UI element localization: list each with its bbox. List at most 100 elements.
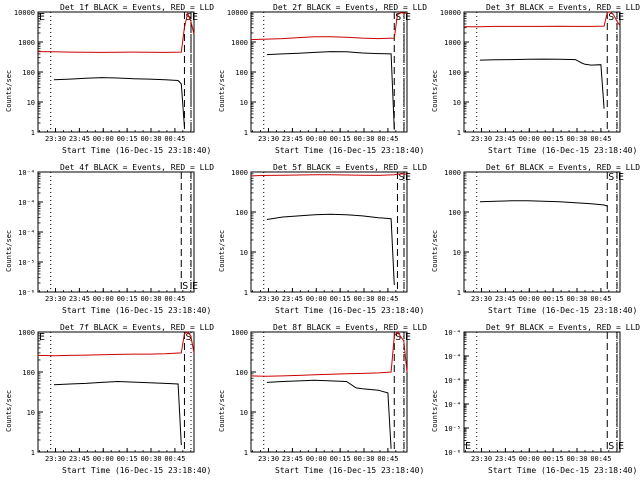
plot-area: 10⁻⁶ 10⁻⁵ 10⁻⁴ 10⁻⁴ 10⁻⁴ 23:30 23:45 00:00 00:15… [18,169,198,303]
y-tick-label: 10 [453,99,461,107]
x-tick-label: 00:15 [330,135,351,143]
event-marker-label: E [618,172,624,183]
lld-series-line [464,11,621,28]
x-tick-label: 23:30 [471,455,492,463]
y-tick-label: 10000 [227,9,248,17]
plot-frame [37,11,195,133]
x-tick-label: 00:45 [377,295,398,303]
x-tick-label: 00:15 [543,455,564,463]
y-tick-label: 100 [22,69,35,77]
y-tick-label: 10⁻⁴ [18,169,35,177]
event-marker-label: E [39,332,45,343]
y-tick-label: 10⁻⁴ [18,199,35,207]
event-marker-label: E [405,332,411,343]
plot-frame [463,331,621,453]
panel-title: Det 8f BLACK = Events, RED = LLD [273,323,428,332]
y-tick-label: 10⁻⁴ [18,229,35,237]
y-tick-label: 1000 [444,169,461,177]
event-marker-label: S [608,172,614,183]
event-marker-label: S [608,441,614,452]
x-axis-title: Start Time (16-Dec-15 23:18:40) [488,306,638,315]
plot-area: 10⁻⁶10⁻⁵10⁻⁴10⁻⁴10⁻⁴10⁻⁴23:30 23:45 00:00 0… [444,329,624,463]
x-tick-label: 00:30 [140,295,161,303]
y-tick-label: 10 [453,249,461,257]
events-series-line [53,77,185,127]
x-tick-label: 00:45 [164,295,185,303]
y-tick-label: 1 [31,129,35,137]
y-tick-label: 10000 [14,9,35,17]
events-series-line [266,51,395,130]
detector-panel-3: Det 3f BLACK = Events, RED = LLD Start Ti… [426,0,640,160]
x-tick-label: 00:30 [353,295,374,303]
y-tick-label: 10⁻⁴ [444,329,461,337]
x-tick-label: 00:00 [306,295,327,303]
event-marker-label: E [618,12,624,23]
plot-area: 1 10 100 1000 23:30 23:45 00:00 00:15 00:30 00:45… [444,169,624,303]
y-tick-label: 10⁻⁶ [18,289,35,297]
detector-panel-8: Det 8f BLACK = Events, RED = LLD Start Ti… [213,320,428,480]
lld-series-line [250,173,408,177]
x-tick-label: 00:45 [164,135,185,143]
y-tick-label: 10 [240,249,248,257]
x-tick-label: 00:30 [353,455,374,463]
event-marker-label: E [39,12,45,23]
x-tick-label: 00:15 [117,135,138,143]
plot-area: 1 10 100 1000 23:30 23:45 00:00 00:15 00:30 00:45… [18,329,195,463]
y-tick-label: 1000 [231,329,248,337]
x-tick-label: 23:45 [495,135,516,143]
x-tick-label: 23:30 [258,135,279,143]
x-tick-label: 00:45 [590,135,611,143]
x-tick-label: 00:15 [330,455,351,463]
x-tick-label: 23:45 [282,455,303,463]
x-axis-title: Start Time (16-Dec-15 23:18:40) [275,306,425,315]
y-tick-label: 10 [27,409,35,417]
lld-series-line [250,331,408,377]
y-tick-label: 10⁻⁵ [18,259,35,267]
y-tick-label: 100 [22,369,35,377]
y-tick-label: 1 [244,289,248,297]
event-marker-label: S [182,281,188,292]
plot-area: 1 10 100 1000 23:30 23:45 00:00 00:15 00:30 00:45… [231,329,411,463]
x-tick-label: 00:30 [566,295,587,303]
x-tick-label: 00:45 [164,455,185,463]
lld-series-line [250,12,408,41]
x-axis-title: Start Time (16-Dec-15 23:18:40) [488,146,638,155]
y-tick-label: 10 [27,99,35,107]
x-tick-label: 00:45 [590,295,611,303]
event-marker-label: S [608,12,614,23]
event-marker-label: E [405,12,411,23]
plot-frame [250,171,408,293]
panel-title: Det 9f BLACK = Events, RED = LLD [486,323,640,332]
x-tick-label: 00:00 [306,455,327,463]
x-tick-label: 00:00 [93,455,114,463]
x-axis-title: Start Time (16-Dec-15 23:18:40) [62,146,212,155]
event-marker-label: S [395,332,401,343]
x-tick-label: 23:45 [282,135,303,143]
event-marker-label: E [618,441,624,452]
x-tick-label: 00:30 [353,135,374,143]
y-tick-label: 10⁻⁴ [444,377,461,385]
y-tick-label: 1 [244,129,248,137]
event-marker-label: E [192,12,198,23]
panel-title: Det 2f BLACK = Events, RED = LLD [273,3,428,12]
y-tick-label: 1000 [18,329,35,337]
events-series-line [479,58,605,109]
x-tick-label: 23:45 [69,135,90,143]
x-axis-title: Start Time (16-Dec-15 23:18:40) [62,466,212,475]
y-tick-label: 100 [235,369,248,377]
detector-panel-2: Det 2f BLACK = Events, RED = LLD Start Ti… [213,0,428,160]
plot-frame [37,171,195,293]
x-axis-title: Start Time (16-Dec-15 23:18:40) [62,306,212,315]
x-tick-label: 23:30 [471,295,492,303]
x-tick-label: 00:00 [519,295,540,303]
x-tick-label: 00:00 [519,135,540,143]
lld-series-line [37,11,195,53]
event-marker-label: E [465,441,471,452]
x-tick-label: 00:00 [93,135,114,143]
plot-area: 1 10 100 1000 10000 23:30 23:45 00:00 00:15 00:30… [440,9,624,143]
x-tick-label: 23:45 [282,295,303,303]
panel-title: Det 7f BLACK = Events, RED = LLD [60,323,215,332]
x-tick-label: 00:15 [543,295,564,303]
y-tick-label: 100 [448,69,461,77]
